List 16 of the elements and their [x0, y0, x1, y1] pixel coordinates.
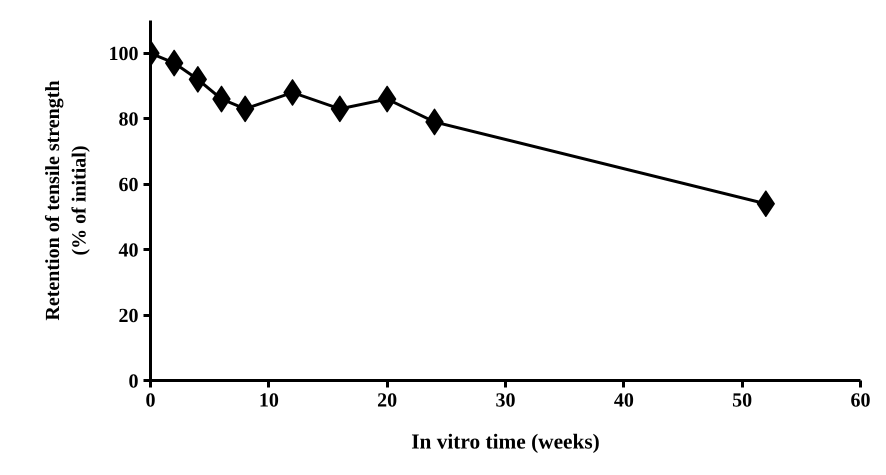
x-tick-label: 50	[732, 390, 752, 412]
x-axis-title: In vitro time (weeks)	[411, 430, 600, 454]
x-tick-label: 20	[377, 390, 398, 412]
x-tick-label: 10	[258, 390, 279, 412]
y-tick-label: 20	[118, 305, 138, 328]
y-tick-label: 40	[118, 240, 138, 262]
x-tick-label: 40	[614, 390, 634, 412]
y-tick-label: 100	[108, 43, 138, 66]
x-tick-label: 30	[496, 390, 516, 412]
y-axis-title: Retention of tensile strength (% of initial)	[42, 80, 90, 321]
point	[283, 79, 302, 106]
x-tick-label: 0	[146, 390, 156, 412]
x-tick-label: 60	[850, 390, 870, 412]
y-tick-label: 0	[128, 370, 138, 392]
y-tick-label: 60	[118, 174, 138, 196]
y-tick-label: 80	[118, 108, 138, 131]
